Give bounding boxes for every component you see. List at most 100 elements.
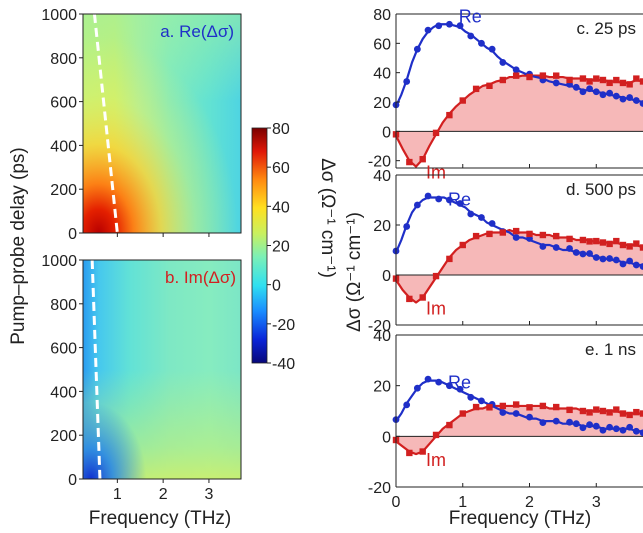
re-data-point bbox=[632, 427, 640, 435]
panel-a-axes: 0 200 400 600 800 1000 bbox=[41, 7, 210, 243]
re-data-point bbox=[592, 254, 600, 261]
im-data-point bbox=[499, 76, 507, 84]
ytick-label: 0 bbox=[68, 226, 77, 243]
im-data-point bbox=[472, 85, 480, 93]
im-data-point bbox=[626, 81, 633, 88]
im-data-point bbox=[633, 240, 640, 247]
re-data-point bbox=[619, 260, 627, 268]
re-data-point bbox=[626, 94, 634, 101]
im-data-point bbox=[579, 407, 587, 415]
im-data-point bbox=[613, 237, 620, 245]
ytick-label: 40 bbox=[373, 66, 391, 83]
im-data-point bbox=[526, 230, 533, 238]
im-data-point bbox=[526, 73, 533, 81]
im-data-point bbox=[586, 78, 593, 85]
im-data-point bbox=[619, 79, 627, 87]
im-data-point bbox=[593, 237, 600, 245]
ytick-label: 20 bbox=[373, 379, 391, 396]
im-data-point bbox=[526, 404, 533, 411]
re-series-label: Re bbox=[459, 6, 482, 26]
re-data-point bbox=[456, 22, 464, 30]
ytick-label: 80 bbox=[373, 7, 391, 24]
im-data-point bbox=[459, 241, 466, 249]
im-data-point bbox=[499, 229, 507, 236]
re-data-point bbox=[478, 397, 485, 405]
ytick-label: 200 bbox=[50, 182, 77, 199]
ytick-label: 20 bbox=[373, 95, 391, 112]
ytick-label: 0 bbox=[382, 268, 391, 285]
re-data-point bbox=[446, 20, 453, 28]
im-data-point bbox=[446, 255, 453, 263]
re-data-point bbox=[579, 88, 587, 96]
im-series-label: Im bbox=[426, 450, 446, 470]
re-data-point bbox=[626, 257, 634, 265]
re-data-point bbox=[467, 210, 475, 218]
ytick-label: 1000 bbox=[41, 7, 77, 24]
im-data-point bbox=[599, 407, 607, 415]
im-data-point bbox=[593, 406, 600, 413]
ytick-label: 800 bbox=[50, 51, 77, 68]
right-xlabel: Frequency (THz) bbox=[449, 508, 592, 529]
ytick-label: 1000 bbox=[41, 253, 77, 270]
im-data-point bbox=[639, 244, 643, 251]
xtick-label: 1 bbox=[458, 494, 467, 511]
spectrum-panel-c: 80 60 40 20 0 -20 c. 25 ps Re Im bbox=[368, 6, 643, 183]
re-data-point bbox=[632, 261, 640, 269]
colorbar-tick-label: -40 bbox=[272, 356, 295, 373]
panel-a-title: a. Re(Δσ) bbox=[160, 22, 234, 41]
im-data-point bbox=[639, 410, 643, 417]
im-data-point bbox=[633, 408, 640, 416]
re-data-point bbox=[424, 375, 432, 383]
im-series-label: Im bbox=[426, 299, 446, 319]
re-data-point bbox=[467, 32, 475, 40]
im-data-point bbox=[539, 72, 547, 79]
im-data-point bbox=[633, 75, 640, 82]
xtick-label: 1 bbox=[113, 486, 122, 503]
colorbar-tick-label: 0 bbox=[272, 278, 281, 295]
re-data-point bbox=[446, 382, 453, 390]
ytick-label: 40 bbox=[373, 168, 391, 185]
re-data-point bbox=[639, 100, 643, 107]
im-data-point bbox=[553, 403, 560, 411]
ytick-label: 200 bbox=[50, 428, 77, 445]
re-data-point bbox=[539, 243, 547, 250]
im-data-point bbox=[553, 72, 560, 79]
im-series-label: Im bbox=[426, 163, 446, 183]
re-data-point bbox=[413, 384, 421, 392]
ytick-label: 400 bbox=[50, 138, 77, 155]
re-data-point bbox=[403, 78, 411, 85]
panel-title: c. 25 ps bbox=[576, 19, 636, 38]
re-series-label: Re bbox=[448, 373, 471, 393]
re-data-point bbox=[552, 417, 560, 425]
re-data-point bbox=[572, 249, 580, 256]
im-data-point bbox=[606, 240, 613, 248]
im-data-point bbox=[472, 403, 480, 411]
re-data-point bbox=[579, 424, 587, 432]
im-data-point bbox=[419, 294, 426, 301]
im-data-point bbox=[613, 76, 620, 84]
im-data-point bbox=[566, 235, 573, 243]
im-data-point bbox=[459, 97, 466, 104]
im-data-point bbox=[566, 76, 573, 84]
ytick-label: -20 bbox=[368, 318, 391, 335]
right-ylabel: Δσ (Ω⁻¹ cm⁻¹) bbox=[344, 212, 365, 332]
ytick-label: 20 bbox=[373, 218, 391, 235]
im-data-point bbox=[613, 406, 620, 413]
colorbar-tick-label: 80 bbox=[272, 121, 290, 138]
re-data-point bbox=[456, 200, 464, 207]
re-data-point bbox=[639, 429, 643, 437]
re-data-point bbox=[592, 422, 600, 430]
spectrum-panel-d: 40 20 0 -20 d. 500 ps Re Im bbox=[368, 168, 643, 335]
xtick-label: 2 bbox=[159, 486, 168, 503]
im-data-point bbox=[486, 404, 493, 411]
ytick-label: -20 bbox=[368, 480, 391, 497]
im-data-point bbox=[419, 448, 426, 455]
im-data-point bbox=[432, 129, 440, 137]
ytick-label: 600 bbox=[50, 341, 77, 358]
re-data-point bbox=[566, 418, 573, 426]
colorbar-tick-label: 20 bbox=[272, 239, 290, 256]
re-data-point bbox=[612, 425, 620, 433]
im-data-point bbox=[599, 239, 607, 246]
re-data-point bbox=[639, 263, 643, 270]
